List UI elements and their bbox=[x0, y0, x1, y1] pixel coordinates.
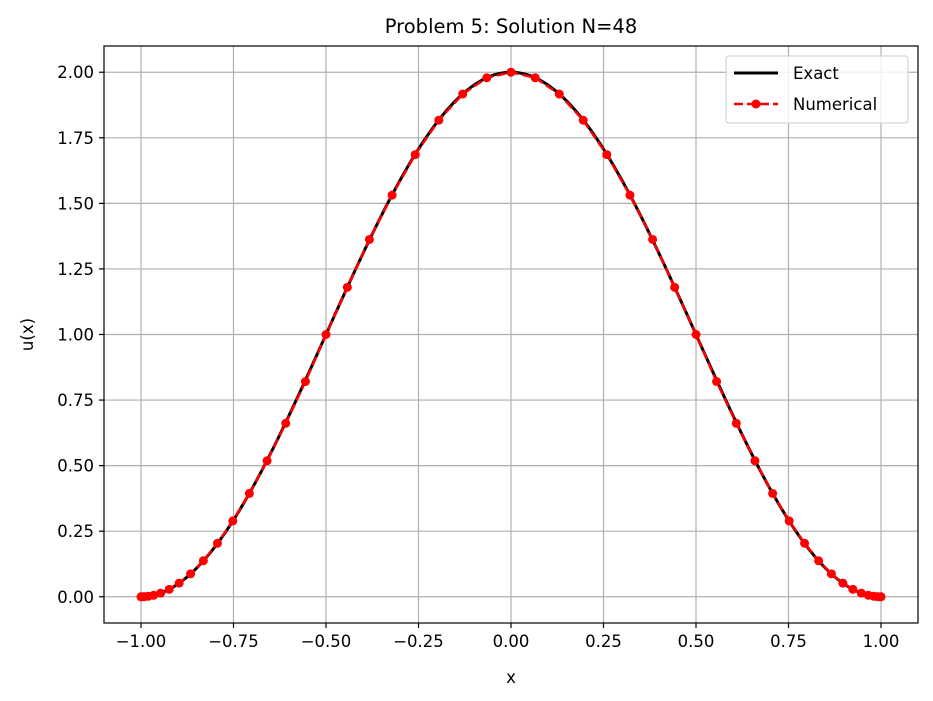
numerical-point bbox=[244, 488, 254, 498]
numerical-point bbox=[198, 556, 208, 566]
numerical-point bbox=[458, 89, 468, 99]
numerical-point bbox=[300, 377, 310, 387]
numerical-point bbox=[212, 538, 222, 548]
x-tick-label: 0.50 bbox=[678, 632, 715, 651]
numerical-point bbox=[149, 590, 159, 600]
x-tick-label: 0.00 bbox=[493, 632, 530, 651]
numerical-point bbox=[876, 592, 886, 602]
legend-numerical-marker bbox=[751, 99, 761, 109]
legend-numerical-label: Numerical bbox=[793, 95, 877, 114]
numerical-point bbox=[156, 588, 166, 598]
y-tick-label: 1.25 bbox=[57, 260, 94, 279]
numerical-point bbox=[164, 584, 174, 594]
numerical-point bbox=[410, 150, 420, 160]
y-axis-ticks: 0.00 0.25 0.50 0.75 1.00 1.25 1.50 1.75 2.00 bbox=[57, 63, 104, 607]
y-tick-label: 1.75 bbox=[57, 129, 94, 148]
x-tick-label: 0.25 bbox=[585, 632, 622, 651]
numerical-point bbox=[364, 234, 374, 244]
legend: Exact Numerical bbox=[725, 55, 909, 124]
x-tick-label: −1.00 bbox=[116, 632, 167, 651]
numerical-point bbox=[262, 456, 272, 466]
numerical-point bbox=[530, 73, 540, 83]
numerical-point bbox=[826, 569, 836, 579]
numerical-point bbox=[434, 115, 444, 125]
y-tick-label: 1.00 bbox=[57, 326, 94, 345]
x-axis-ticks: −1.00 −0.75 −0.50 −0.25 0.00 0.25 0.50 0.75 1.00 bbox=[116, 623, 900, 651]
y-tick-label: 0.00 bbox=[57, 588, 94, 607]
x-tick-label: 1.00 bbox=[863, 632, 900, 651]
numerical-point bbox=[342, 282, 352, 292]
numerical-point bbox=[814, 556, 824, 566]
numerical-point bbox=[648, 234, 658, 244]
numerical-point bbox=[186, 569, 196, 579]
numerical-point bbox=[731, 418, 741, 428]
numerical-point bbox=[670, 282, 680, 292]
chart-title: Problem 5: Solution N=48 bbox=[385, 15, 637, 38]
plot-series bbox=[136, 67, 886, 602]
x-tick-label: −0.25 bbox=[393, 632, 444, 651]
y-tick-label: 0.25 bbox=[57, 522, 94, 541]
y-tick-label: 0.75 bbox=[57, 391, 94, 410]
numerical-point bbox=[691, 330, 701, 339]
numerical-point bbox=[838, 578, 848, 588]
numerical-point bbox=[768, 488, 778, 498]
numerical-point bbox=[848, 584, 858, 594]
numerical-point bbox=[281, 418, 291, 428]
numerical-point bbox=[602, 150, 612, 160]
numerical-point bbox=[321, 330, 331, 339]
numerical-point bbox=[784, 516, 794, 526]
x-axis-label: x bbox=[506, 668, 516, 687]
y-axis-label: u(x) bbox=[18, 318, 37, 351]
numerical-point bbox=[856, 588, 866, 598]
y-tick-label: 0.50 bbox=[57, 457, 94, 476]
x-tick-label: 0.75 bbox=[770, 632, 807, 651]
numerical-point bbox=[387, 190, 397, 200]
numerical-point bbox=[228, 516, 238, 526]
x-tick-label: −0.50 bbox=[301, 632, 352, 651]
y-tick-label: 1.50 bbox=[57, 194, 94, 213]
y-tick-label: 2.00 bbox=[57, 63, 94, 82]
numerical-point bbox=[750, 456, 760, 466]
numerical-point bbox=[578, 115, 588, 125]
numerical-point bbox=[174, 578, 184, 588]
legend-exact-label: Exact bbox=[793, 64, 839, 83]
numerical-point bbox=[800, 538, 810, 548]
numerical-point bbox=[506, 67, 516, 77]
grid bbox=[104, 46, 918, 623]
x-tick-label: −0.75 bbox=[208, 632, 259, 651]
numerical-point bbox=[482, 73, 492, 83]
numerical-point bbox=[625, 190, 635, 200]
numerical-point bbox=[712, 377, 722, 387]
numerical-point bbox=[554, 89, 564, 99]
